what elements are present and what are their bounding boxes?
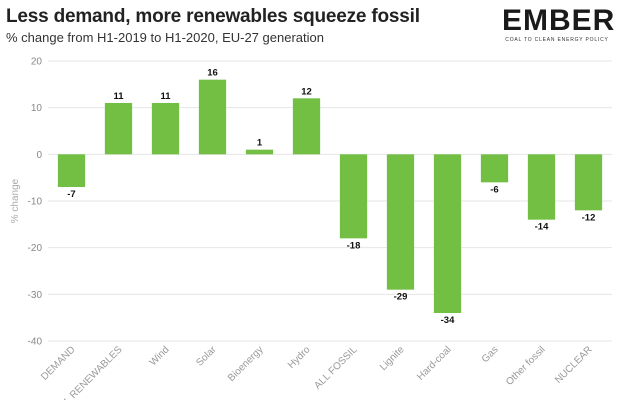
chart-subtitle: % change from H1-2019 to H1-2020, EU-27 … (6, 30, 324, 45)
data-label: 1 (257, 138, 263, 149)
data-label: 11 (160, 91, 171, 102)
logo-tagline: COAL TO CLEAN ENERGY POLICY (505, 37, 609, 43)
x-category-label: ALL FOSSIL (312, 344, 360, 392)
data-label: 16 (207, 68, 218, 79)
bar (433, 154, 462, 313)
x-category-label: Hydro (286, 344, 313, 371)
bar (198, 79, 227, 155)
bar (151, 103, 180, 155)
x-category-label: Gas (480, 344, 501, 365)
y-tick-label: -40 (28, 337, 43, 348)
bar (339, 154, 368, 239)
x-category-label: Hard-coal (415, 344, 453, 382)
y-tick-label: -30 (28, 290, 43, 301)
y-tick-label: 10 (31, 103, 43, 114)
logo-wordmark: EMBER (502, 4, 616, 37)
y-tick-label: 20 (31, 57, 43, 68)
data-label: -7 (67, 189, 75, 200)
chart-title: Less demand, more renewables squeeze fos… (6, 6, 420, 27)
data-label: -34 (441, 315, 455, 326)
ember-logo: EMBER COAL TO CLEAN ENERGY POLICY (502, 4, 616, 44)
y-tick-label: 0 (36, 150, 42, 161)
bar (527, 154, 556, 220)
data-label: 11 (113, 91, 124, 102)
y-tick-label: -10 (28, 197, 43, 208)
x-category-label: DEMAND (39, 344, 77, 382)
x-category-label: Solar (194, 344, 219, 369)
data-label: -29 (394, 292, 408, 303)
data-label: -12 (582, 212, 596, 223)
bar (292, 98, 321, 155)
data-label: -18 (347, 240, 361, 251)
data-label: -14 (535, 222, 549, 233)
y-tick-label: -20 (28, 243, 43, 254)
y-axis-label: % change (10, 178, 21, 223)
bar (104, 103, 133, 155)
bar (245, 149, 274, 155)
bar (574, 154, 603, 211)
bar (386, 154, 415, 290)
x-category-label: Bioenergy (226, 344, 266, 384)
x-category-label: Lignite (378, 344, 407, 373)
data-label: 12 (301, 86, 312, 97)
bar (57, 154, 86, 187)
x-category-label: Wind (148, 344, 172, 368)
data-label: -6 (490, 184, 498, 195)
bar (480, 154, 509, 183)
x-category-label: Other fossil (504, 344, 548, 388)
x-category-label: NUCLEAR (553, 344, 595, 386)
